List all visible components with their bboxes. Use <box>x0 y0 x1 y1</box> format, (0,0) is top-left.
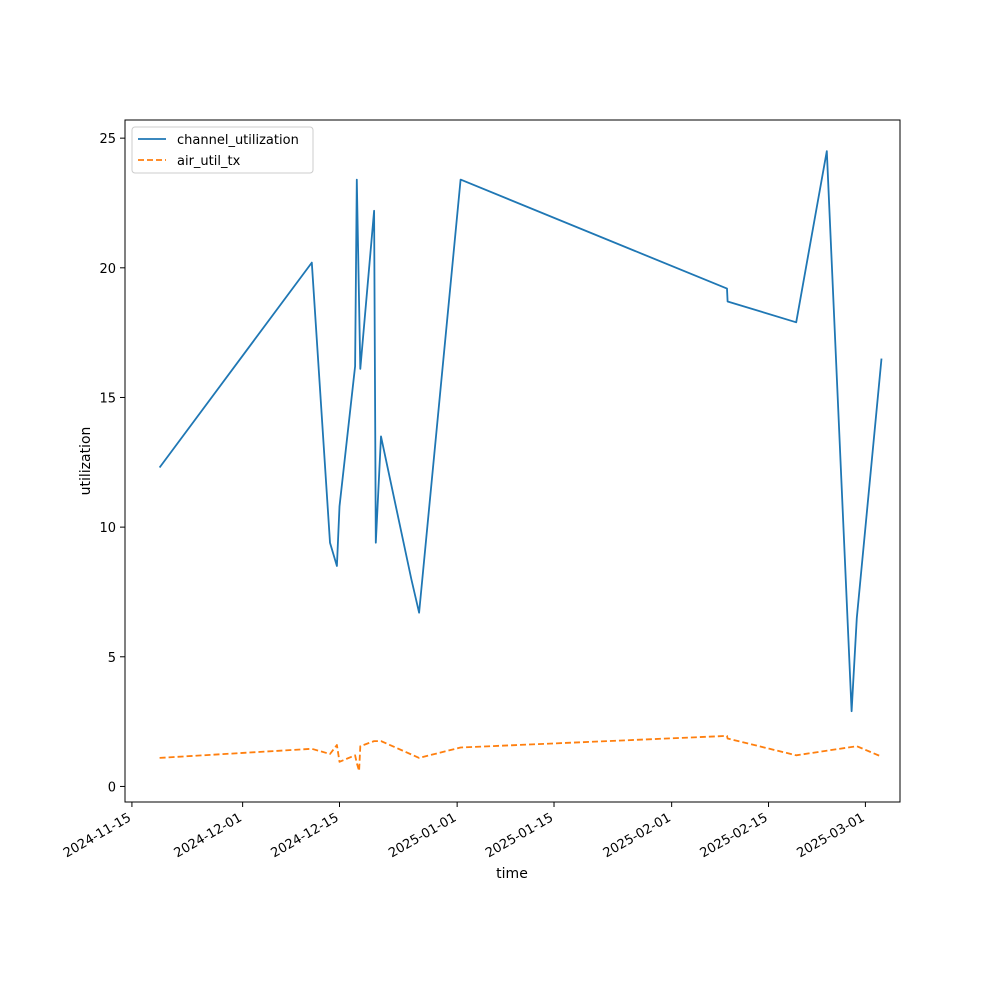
legend-box <box>131 126 314 174</box>
y-tick-label: 0 <box>108 780 116 795</box>
y-axis: 0 5 10 15 20 25 <box>99 132 125 795</box>
plot-area-frame <box>124 119 901 803</box>
legend: channel_utilization air_util_tx <box>131 126 314 174</box>
y-axis-label: utilization <box>78 427 94 496</box>
y-tick-label: 25 <box>99 132 116 147</box>
series-line-air-util-tx <box>159 735 882 772</box>
x-axis-label: time <box>496 866 528 882</box>
legend-label-air-util-tx: air_util_tx <box>177 154 241 169</box>
y-tick-label: 5 <box>108 651 116 666</box>
series-layer <box>158 150 883 772</box>
y-tick-label: 20 <box>99 262 116 277</box>
series-line-channel-utilization <box>158 150 883 713</box>
y-tick-label: 15 <box>99 391 116 406</box>
legend-label-channel-utilization: channel_utilization <box>177 133 299 148</box>
y-tick-label: 10 <box>99 521 116 536</box>
